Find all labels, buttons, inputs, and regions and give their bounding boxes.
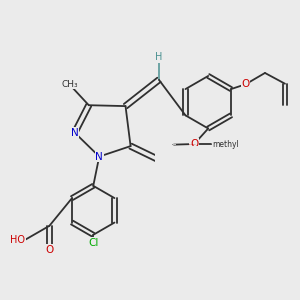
Text: methyl: methyl: [212, 140, 239, 148]
Text: methyl: methyl: [211, 143, 215, 145]
Text: HO: HO: [11, 235, 26, 244]
Text: O: O: [162, 158, 170, 168]
Text: N: N: [71, 128, 79, 138]
Text: O: O: [242, 79, 250, 89]
Text: CH₃: CH₃: [61, 80, 78, 89]
Text: methyl: methyl: [172, 144, 176, 145]
Text: methoxy: methoxy: [158, 152, 195, 161]
Text: O: O: [45, 245, 53, 255]
Text: N: N: [95, 152, 103, 162]
Text: O—methyl: O—methyl: [189, 143, 196, 145]
Text: H: H: [155, 52, 163, 62]
Text: Cl: Cl: [88, 238, 98, 248]
Text: O: O: [190, 139, 198, 149]
